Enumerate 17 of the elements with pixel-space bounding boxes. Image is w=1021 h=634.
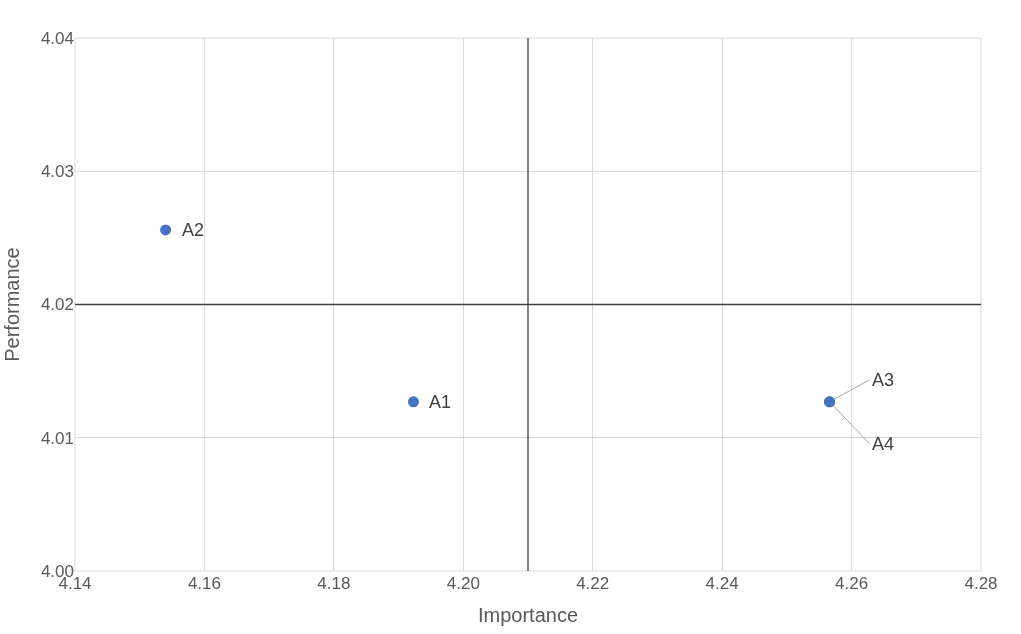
annotation: A1: [429, 392, 452, 412]
annotation: A4: [872, 434, 895, 454]
y-tick-label: 4.02: [40, 295, 74, 315]
x-tick-label: 4.24: [705, 574, 739, 593]
annotation: A2: [182, 220, 205, 240]
x-tick-label: 4.26: [835, 574, 869, 593]
y-tick-label: 4.03: [40, 162, 74, 182]
y-tick-label: 4.01: [40, 428, 74, 448]
y-tick-label: 4.04: [40, 28, 74, 48]
x-tick-label: 4.18: [317, 574, 351, 593]
x-tick-label: 4.28: [964, 574, 998, 593]
annotation: A3: [872, 370, 895, 390]
x-tick-label: 4.16: [187, 574, 221, 593]
y-axis-title: Performance: [1, 247, 24, 362]
x-axis-title: Importance: [477, 603, 579, 626]
x-tick-label: 4.20: [446, 574, 480, 593]
x-tick-label: 4.22: [576, 574, 610, 593]
